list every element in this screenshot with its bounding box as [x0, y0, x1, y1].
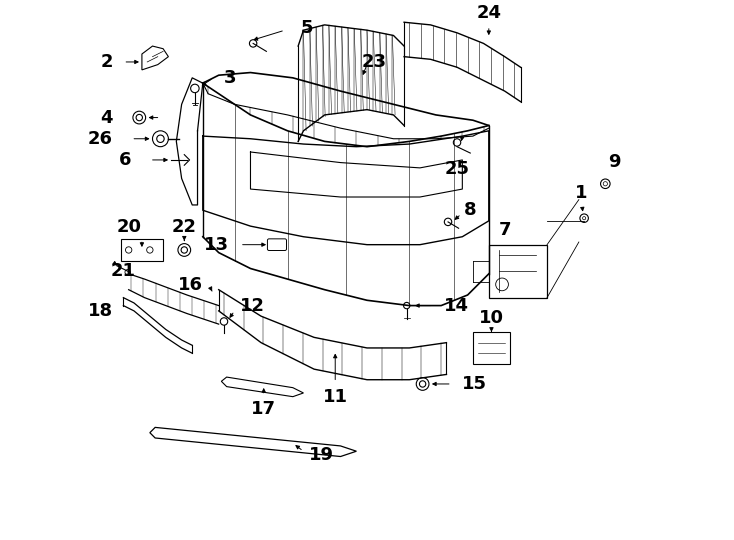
Text: 13: 13	[204, 235, 229, 254]
Text: 19: 19	[309, 446, 334, 464]
Text: 22: 22	[172, 218, 197, 235]
Text: 18: 18	[87, 302, 113, 320]
Text: 14: 14	[444, 296, 469, 315]
Text: 7: 7	[498, 221, 511, 239]
Text: 25: 25	[445, 160, 470, 178]
FancyBboxPatch shape	[120, 239, 163, 261]
Text: 2: 2	[101, 53, 113, 71]
Text: 9: 9	[608, 152, 620, 171]
Text: 12: 12	[240, 296, 265, 315]
Text: 20: 20	[116, 218, 141, 235]
Text: 5: 5	[301, 18, 313, 37]
Text: 10: 10	[479, 309, 504, 327]
Text: 23: 23	[362, 53, 387, 71]
Text: 21: 21	[110, 262, 135, 280]
Text: 6: 6	[119, 151, 131, 169]
Text: 15: 15	[462, 375, 487, 393]
Text: 1: 1	[575, 184, 588, 202]
Text: 4: 4	[101, 109, 113, 126]
Text: 8: 8	[464, 201, 476, 219]
Text: 11: 11	[323, 388, 348, 406]
FancyBboxPatch shape	[267, 239, 286, 251]
Text: 16: 16	[178, 276, 203, 294]
Text: 24: 24	[476, 4, 501, 22]
Text: 26: 26	[88, 130, 113, 148]
Text: 17: 17	[251, 400, 276, 418]
Text: 3: 3	[224, 69, 236, 87]
